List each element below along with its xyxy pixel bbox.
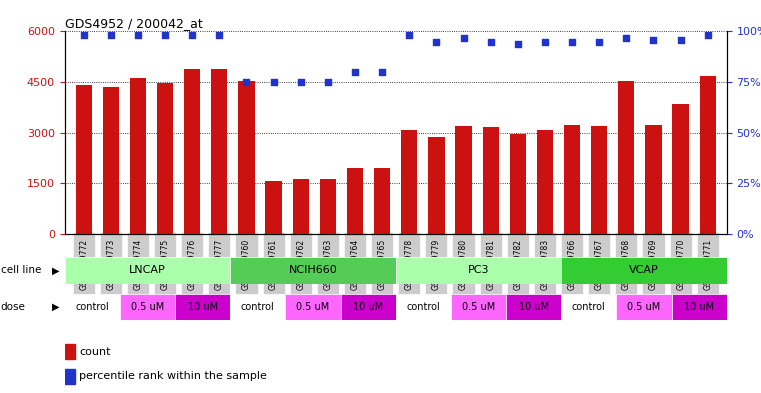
Text: 0.5 uM: 0.5 uM (296, 302, 330, 312)
Bar (238, 81, 255, 234)
Text: 10 uM: 10 uM (518, 302, 549, 312)
Text: count: count (79, 347, 111, 357)
Bar (616, 294, 671, 320)
Text: dose: dose (1, 301, 26, 312)
Bar (65, 294, 119, 320)
Bar (212, 68, 228, 234)
Text: NCIH660: NCIH660 (288, 265, 337, 275)
Point (132, 32, 144, 39)
Point (349, 69, 361, 75)
Text: ▶: ▶ (52, 301, 59, 312)
Bar (65, 344, 75, 360)
Point (702, 32, 714, 39)
Bar (103, 87, 119, 234)
Bar (396, 294, 451, 320)
Point (78, 32, 90, 39)
Bar (401, 130, 418, 234)
Point (457, 34, 470, 40)
Point (213, 32, 225, 39)
Text: 10 uM: 10 uM (684, 302, 715, 312)
Text: control: control (241, 302, 275, 312)
Point (674, 37, 686, 43)
Bar (347, 168, 363, 234)
Text: LNCAP: LNCAP (129, 265, 166, 275)
Bar (671, 294, 727, 320)
Point (376, 69, 388, 75)
Bar (75, 85, 92, 234)
Point (159, 32, 171, 39)
Point (430, 39, 442, 45)
Bar (618, 81, 635, 234)
Bar (428, 137, 444, 234)
Bar (230, 257, 396, 284)
Point (295, 79, 307, 85)
Bar (451, 294, 506, 320)
Bar (561, 294, 616, 320)
Text: control: control (75, 302, 109, 312)
Bar (506, 294, 561, 320)
Bar (119, 294, 175, 320)
Text: percentile rank within the sample: percentile rank within the sample (79, 371, 267, 381)
Bar (561, 257, 727, 284)
Text: 0.5 uM: 0.5 uM (131, 302, 164, 312)
Bar (65, 369, 75, 384)
Bar (673, 104, 689, 234)
Bar (374, 168, 390, 234)
Text: ▶: ▶ (52, 265, 59, 275)
Text: control: control (406, 302, 440, 312)
Point (240, 79, 253, 85)
Text: PC3: PC3 (468, 265, 489, 275)
Bar (699, 76, 716, 234)
Bar (482, 127, 498, 234)
Bar (184, 68, 200, 234)
Bar (175, 294, 230, 320)
Text: cell line: cell line (1, 265, 41, 275)
Point (593, 39, 605, 45)
Bar (510, 134, 526, 234)
Point (566, 39, 578, 45)
Point (322, 79, 334, 85)
Point (268, 79, 280, 85)
Text: 0.5 uM: 0.5 uM (627, 302, 661, 312)
Point (511, 40, 524, 47)
Text: 10 uM: 10 uM (187, 302, 218, 312)
Bar (293, 179, 309, 234)
Bar (230, 294, 285, 320)
Bar (340, 294, 396, 320)
Text: GDS4952 / 200042_at: GDS4952 / 200042_at (65, 17, 202, 30)
Bar (65, 257, 230, 284)
Bar (157, 83, 174, 234)
Point (539, 39, 551, 45)
Text: control: control (572, 302, 606, 312)
Bar (564, 125, 580, 234)
Point (186, 32, 199, 39)
Bar (455, 125, 472, 234)
Point (105, 32, 117, 39)
Point (648, 37, 660, 43)
Point (620, 34, 632, 40)
Text: VCAP: VCAP (629, 265, 659, 275)
Point (403, 32, 416, 39)
Point (485, 39, 497, 45)
Bar (130, 78, 146, 234)
Text: 10 uM: 10 uM (353, 302, 384, 312)
Text: 0.5 uM: 0.5 uM (462, 302, 495, 312)
Bar (266, 180, 282, 234)
Bar (537, 130, 553, 234)
Bar (396, 257, 561, 284)
Bar (645, 125, 661, 234)
Bar (320, 179, 336, 234)
Bar (591, 126, 607, 234)
Bar (285, 294, 341, 320)
